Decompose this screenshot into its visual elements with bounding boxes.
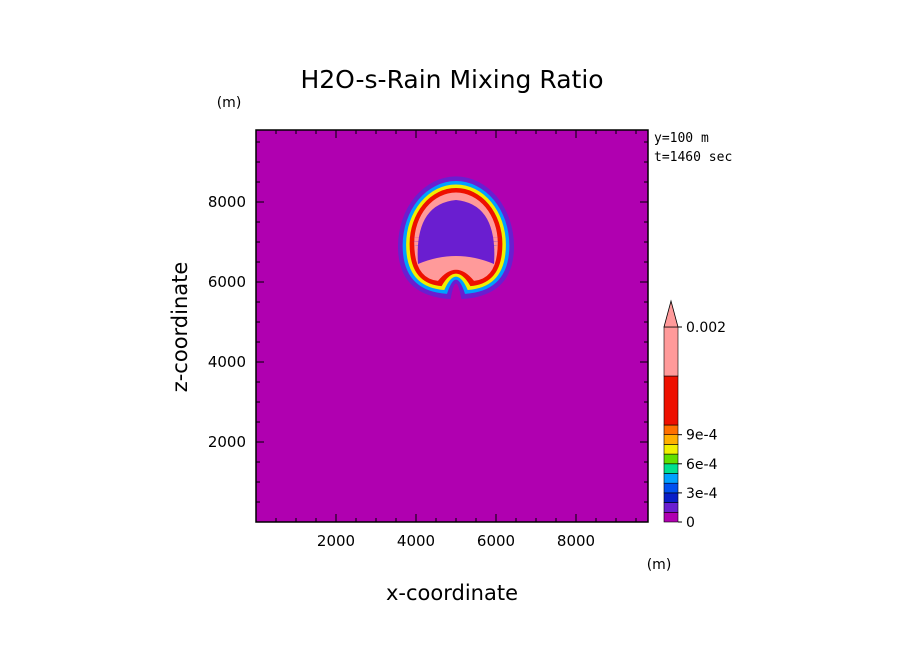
colorbar-band bbox=[663, 511, 679, 523]
colorbar-band bbox=[663, 482, 679, 494]
colorbar-band bbox=[663, 326, 679, 377]
colorbar-band bbox=[663, 463, 679, 474]
colorbar-label: 9e-4 bbox=[686, 428, 718, 444]
colorbar: 0 3e-4 6e-4 9e-4 0.002 bbox=[663, 299, 726, 531]
colorbar-label: 6e-4 bbox=[686, 457, 718, 473]
x-tick-label: 6000 bbox=[477, 532, 515, 550]
colorbar-band bbox=[663, 453, 679, 465]
colorbar-label: 3e-4 bbox=[686, 486, 718, 502]
colorbar-label: 0 bbox=[686, 515, 695, 531]
x-tick-label: 4000 bbox=[397, 532, 435, 550]
plot-frame bbox=[255, 129, 649, 523]
field-inner-core bbox=[417, 200, 495, 264]
x-axis-label: x-coordinate bbox=[386, 581, 518, 605]
colorbar-band bbox=[663, 492, 679, 503]
y-axis: 2000 4000 6000 8000 bbox=[208, 141, 648, 503]
colorbar-band bbox=[663, 502, 679, 513]
chart-title: H2O-s-Rain Mixing Ratio bbox=[300, 65, 603, 94]
y-unit-label: (m) bbox=[217, 95, 242, 111]
colorbar-band bbox=[663, 434, 679, 445]
info-y-position: y=100 m bbox=[654, 131, 709, 146]
y-tick-label: 6000 bbox=[208, 273, 246, 291]
y-tick-label: 4000 bbox=[208, 353, 246, 371]
colorbar-band bbox=[663, 473, 679, 484]
colorbar-band bbox=[663, 444, 679, 455]
colorbar-band bbox=[663, 375, 679, 426]
info-time: t=1460 sec bbox=[654, 150, 732, 165]
colorbar-label: 0.002 bbox=[686, 320, 726, 336]
heatmap-field bbox=[256, 130, 648, 522]
x-axis: 2000 4000 6000 8000 bbox=[275, 130, 637, 550]
x-unit-label: (m) bbox=[647, 557, 672, 573]
colorbar-extend-arrow bbox=[663, 299, 679, 328]
y-tick-label: 8000 bbox=[208, 193, 246, 211]
y-axis-label: z-coordinate bbox=[168, 262, 192, 393]
y-tick-label: 2000 bbox=[208, 433, 246, 451]
x-tick-label: 8000 bbox=[557, 532, 595, 550]
x-tick-label: 2000 bbox=[317, 532, 355, 550]
colorbar-band bbox=[663, 424, 679, 435]
